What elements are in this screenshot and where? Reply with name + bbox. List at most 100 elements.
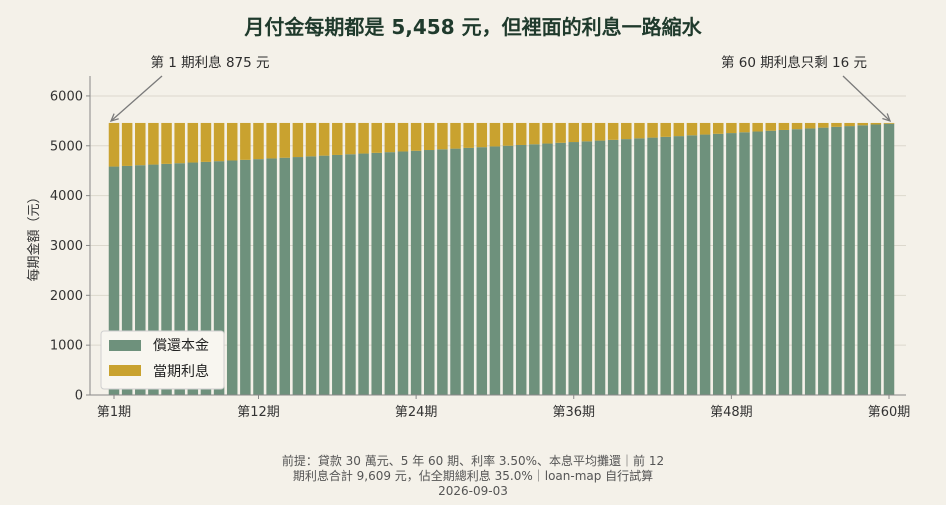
bar-interest bbox=[476, 122, 488, 148]
bar-interest bbox=[502, 122, 514, 146]
bar-interest bbox=[542, 122, 553, 144]
bar-principal bbox=[568, 142, 579, 395]
bar-interest bbox=[712, 122, 724, 134]
bar-interest bbox=[187, 122, 199, 163]
bar-interest bbox=[135, 122, 146, 166]
x-tick-label: 第36期 bbox=[552, 405, 595, 420]
bar-interest bbox=[450, 122, 461, 149]
bar-interest bbox=[305, 122, 317, 157]
bar-principal bbox=[345, 154, 356, 395]
bar-interest bbox=[634, 122, 645, 139]
bar-interest bbox=[213, 122, 225, 162]
bar-interest bbox=[515, 122, 527, 145]
y-tick-label: 4000 bbox=[50, 189, 83, 204]
bar-interest bbox=[240, 122, 251, 160]
annotation-arrowhead bbox=[882, 113, 892, 122]
bar-principal bbox=[135, 165, 146, 395]
bar-interest bbox=[883, 122, 895, 124]
annotation-last-period: 第 60 期利息只剩 16 元 bbox=[721, 54, 867, 71]
footnote-line-1: 前提：貸款 30 萬元、5 年 60 期、利率 3.50%、本息平均攤還｜前 1… bbox=[282, 453, 664, 468]
x-tick-label: 第12期 bbox=[237, 405, 280, 420]
bar-interest bbox=[726, 122, 737, 134]
bar-principal bbox=[686, 135, 698, 395]
x-tick-label: 第24期 bbox=[395, 405, 438, 420]
bar-principal bbox=[857, 125, 868, 395]
bar-interest bbox=[699, 122, 711, 135]
bar-principal bbox=[699, 134, 711, 395]
bar-principal bbox=[529, 144, 540, 395]
bar-principal bbox=[621, 139, 632, 395]
bar-principal bbox=[489, 146, 501, 395]
bar-interest bbox=[292, 122, 304, 158]
bar-principal bbox=[174, 163, 185, 395]
bar-interest bbox=[765, 122, 777, 131]
bar-interest bbox=[371, 122, 382, 153]
bar-interest bbox=[332, 122, 343, 155]
bar-principal bbox=[818, 127, 829, 395]
bar-principal bbox=[594, 140, 606, 395]
bar-principal bbox=[148, 164, 159, 395]
bar-principal bbox=[463, 147, 474, 395]
bar-principal bbox=[476, 147, 488, 395]
bar-interest bbox=[568, 122, 579, 143]
bar-interest bbox=[463, 122, 474, 148]
bar-interest bbox=[148, 122, 159, 165]
bar-principal bbox=[384, 152, 396, 395]
bar-interest bbox=[621, 122, 632, 140]
annotations: 第 1 期利息 875 元 第 60 期利息只剩 16 元 bbox=[109, 54, 892, 122]
axes bbox=[89, 76, 906, 396]
y-tick-label: 1000 bbox=[50, 339, 83, 354]
bar-interest bbox=[253, 122, 264, 160]
bar-principal bbox=[187, 162, 199, 395]
bar-principal bbox=[161, 163, 172, 395]
bar-principal bbox=[804, 128, 816, 396]
bar-principal bbox=[883, 123, 895, 396]
x-tick-label: 第60期 bbox=[868, 405, 911, 420]
bar-interest bbox=[555, 122, 566, 143]
bar-interest bbox=[831, 122, 842, 127]
y-ticks: 0 1000 2000 3000 4000 5000 6000 bbox=[50, 89, 90, 404]
bar-principal bbox=[121, 165, 133, 395]
bar-interest bbox=[857, 122, 868, 126]
bar-principal bbox=[739, 132, 750, 395]
bar-interest bbox=[108, 122, 120, 167]
bar-interest bbox=[870, 122, 882, 125]
bar-principal bbox=[778, 129, 790, 395]
annotation-arrow bbox=[842, 75, 891, 122]
bar-principal bbox=[279, 157, 291, 395]
y-tick-label: 0 bbox=[75, 389, 83, 404]
bar-interest bbox=[266, 122, 277, 159]
bar-principal bbox=[634, 138, 645, 395]
annotation-first-period: 第 1 期利息 875 元 bbox=[150, 54, 269, 71]
x-tick-label: 第1期 bbox=[97, 405, 131, 420]
bar-interest bbox=[581, 122, 593, 142]
bar-interest bbox=[739, 122, 750, 133]
bar-interest bbox=[384, 122, 396, 153]
footnote: 前提：貸款 30 萬元、5 年 60 期、利率 3.50%、本息平均攤還｜前 1… bbox=[282, 453, 664, 498]
bar-interest bbox=[424, 122, 435, 151]
y-tick-label: 6000 bbox=[50, 89, 83, 104]
annotation-arrowhead bbox=[109, 113, 119, 122]
bar-principal bbox=[765, 130, 777, 395]
chart-title: 月付金每期都是 5,458 元，但裡面的利息一路縮水 bbox=[243, 15, 702, 39]
bar-principal bbox=[870, 124, 882, 395]
annotation-arrow bbox=[110, 75, 163, 122]
legend-swatch-interest bbox=[109, 365, 141, 376]
y-tick-label: 3000 bbox=[50, 239, 83, 254]
y-axis-label: 每期金額（元） bbox=[26, 190, 42, 281]
bar-principal bbox=[253, 159, 264, 395]
bar-principal bbox=[240, 159, 251, 395]
bar-principal bbox=[358, 153, 369, 395]
bar-interest bbox=[318, 122, 330, 156]
bar-interest bbox=[200, 122, 212, 162]
bar-principal bbox=[502, 145, 514, 395]
bar-principal bbox=[437, 149, 448, 395]
y-tick-label: 5000 bbox=[50, 139, 83, 154]
bar-interest bbox=[752, 122, 763, 132]
bar-principal bbox=[213, 161, 225, 395]
bar-interest bbox=[161, 122, 172, 164]
bar-principal bbox=[450, 148, 461, 395]
bar-principal bbox=[305, 156, 317, 395]
bar-principal bbox=[791, 129, 803, 395]
bar-interest bbox=[804, 122, 816, 129]
